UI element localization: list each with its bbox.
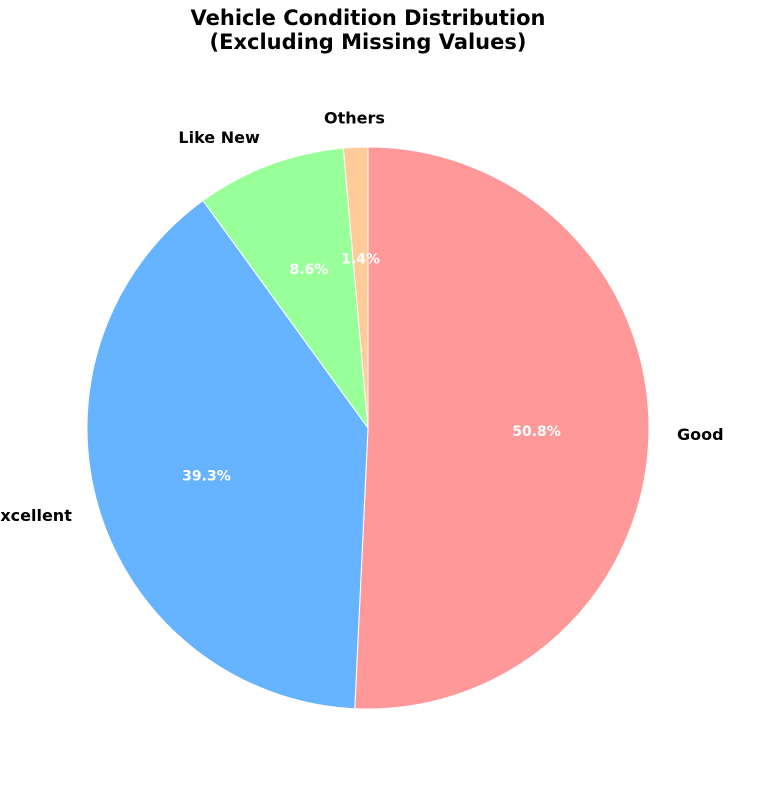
slice-label-excellent: Excellent [0,506,72,525]
slice-label-like-new: Like New [178,128,260,147]
slice-percent-like-new: 8.6% [290,262,329,278]
pie-slice-others [342,146,369,429]
pie-slice-like-new [202,147,369,430]
slice-label-good: Good [677,425,724,444]
slice-label-others: Others [324,109,385,128]
slice-percent-good: 50.8% [512,424,561,440]
slice-percent-others: 1.4% [341,252,380,268]
chart-title: Vehicle Condition Distribution (Excludin… [190,6,546,54]
pie-slice-good [354,146,650,710]
pie-slice-excellent [86,199,369,710]
slice-percent-excellent: 39.3% [182,468,231,484]
